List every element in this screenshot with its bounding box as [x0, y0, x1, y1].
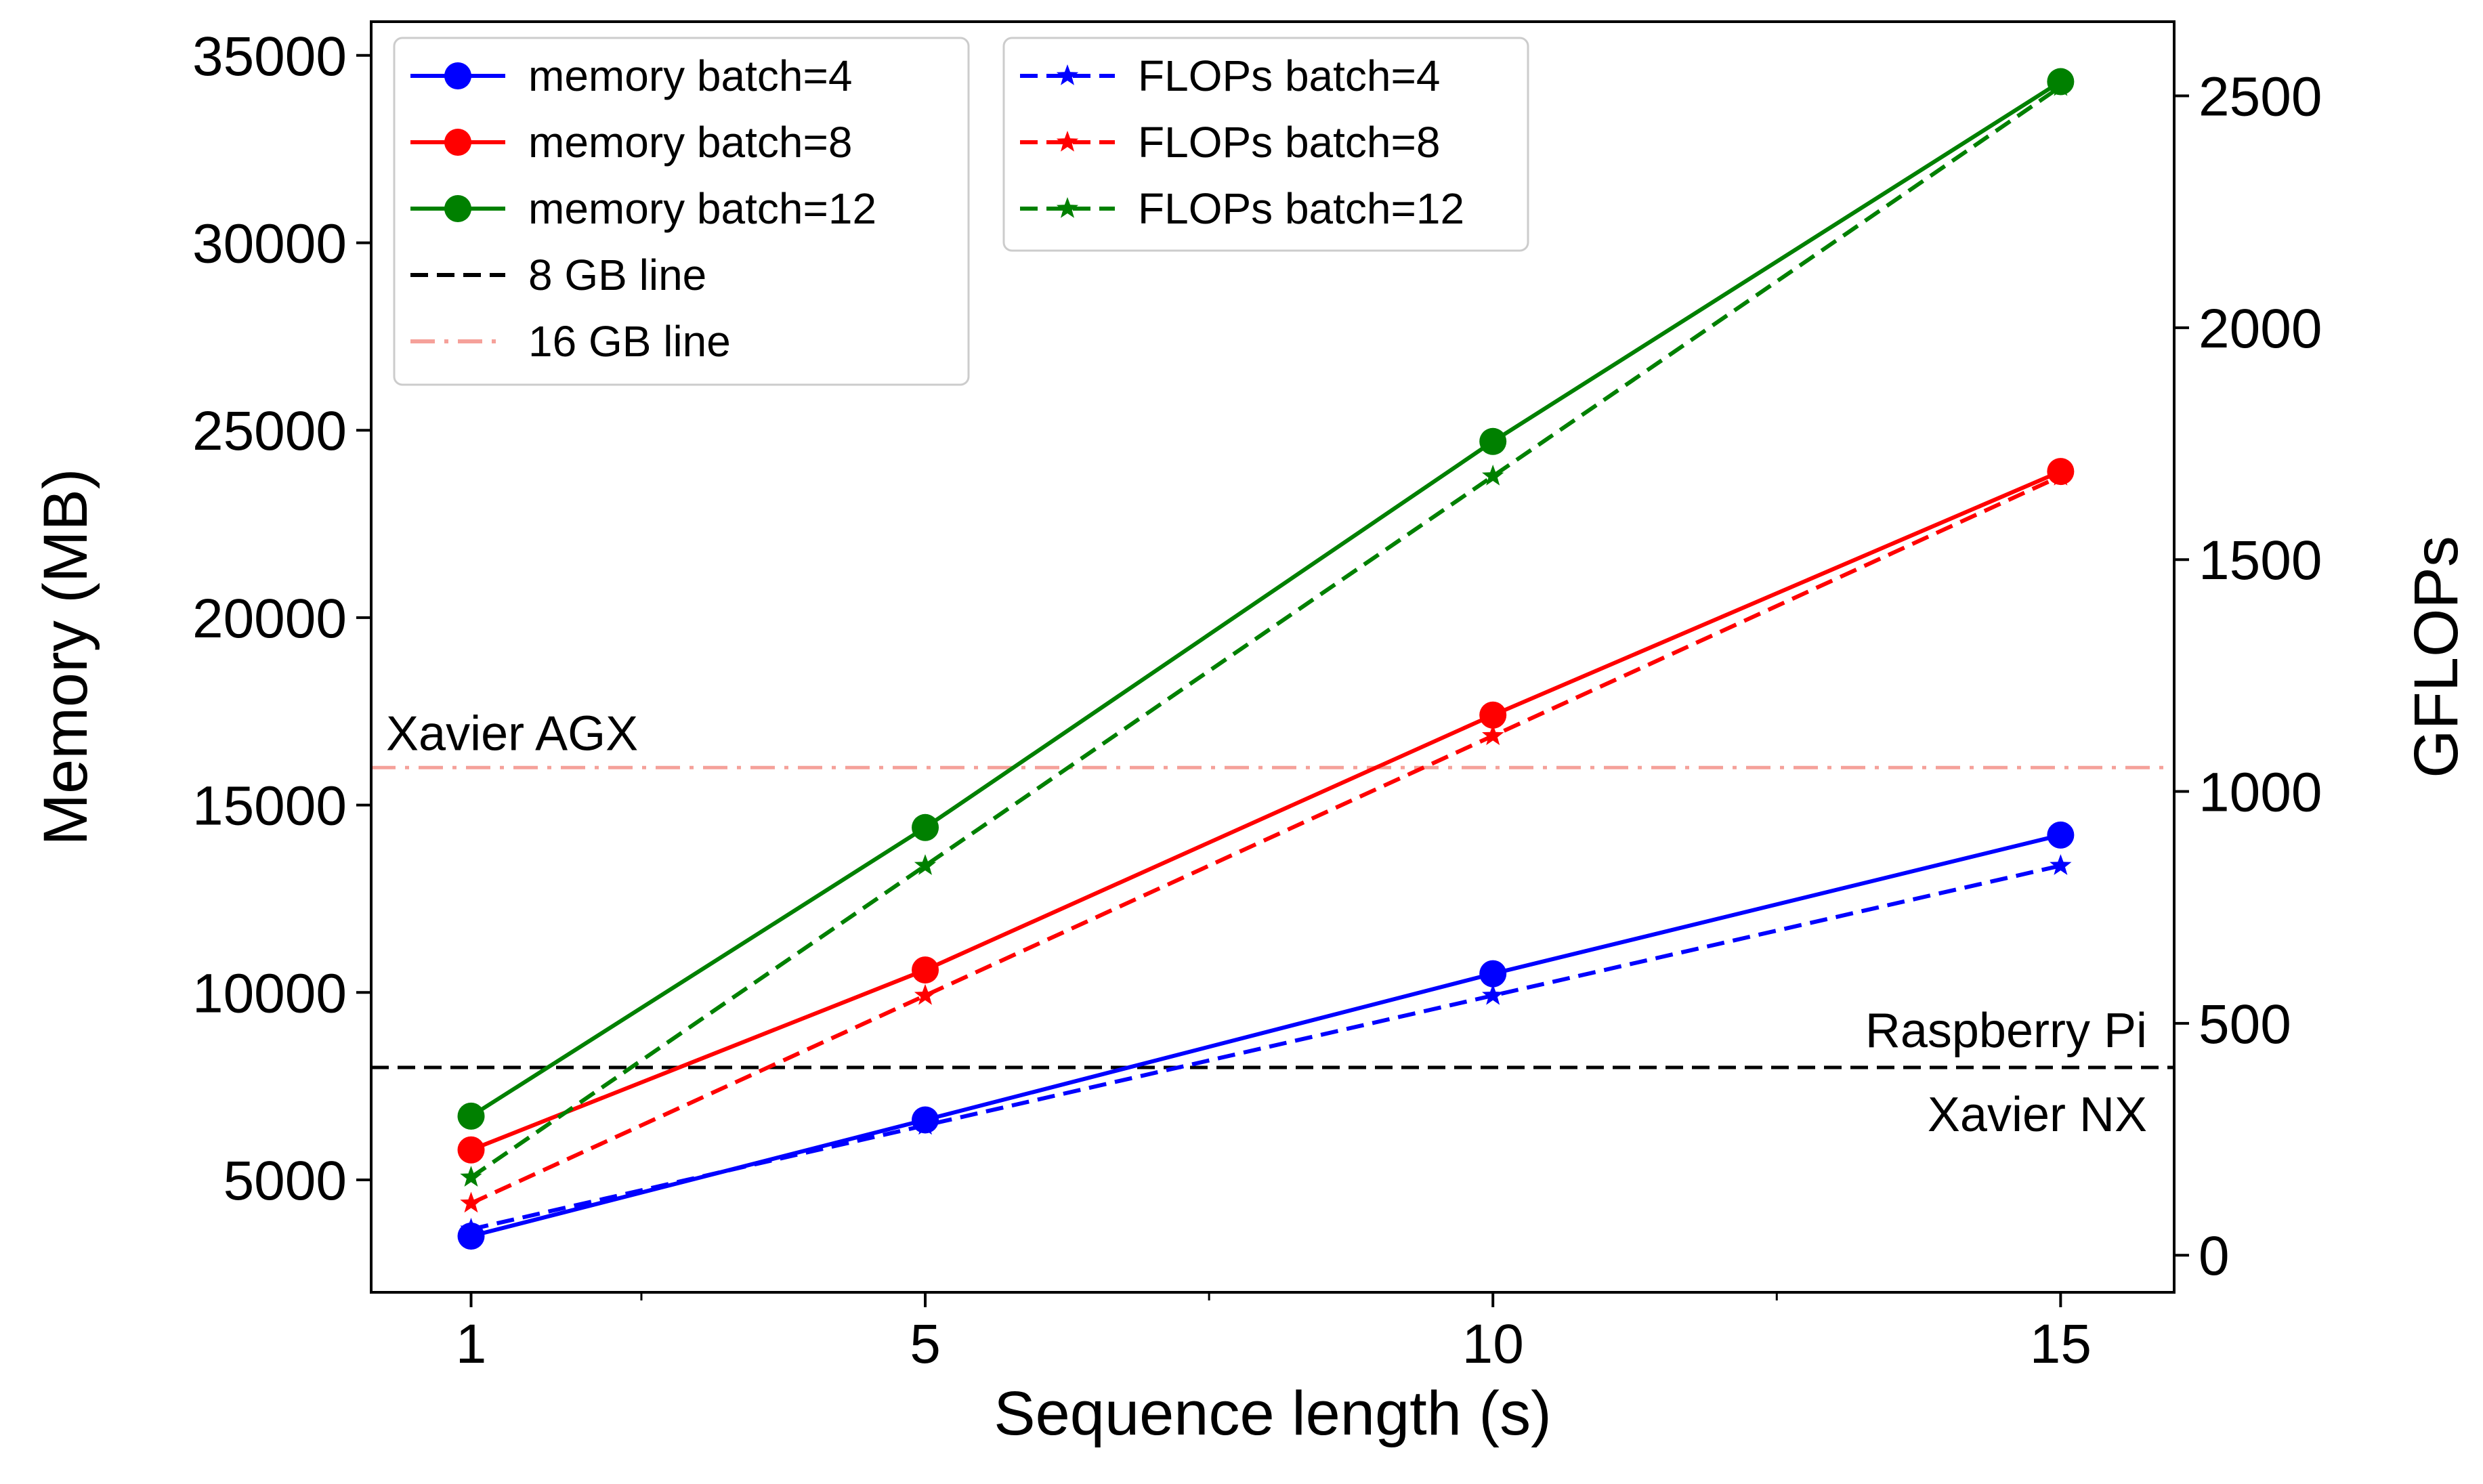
x-tick-label-1: 1: [456, 1313, 487, 1375]
right-y-tick-label-2000: 2000: [2199, 298, 2322, 360]
legend-marker-flops-batch-12: [1056, 197, 1079, 218]
legend-label-memory-batch-12: memory batch=12: [528, 184, 876, 233]
flops-series-flops-batch-12-point-10: [1482, 465, 1504, 486]
left-y-tick-label-25000: 25000: [192, 400, 347, 462]
flops-series-flops-batch-4-point-10: [1482, 983, 1504, 1005]
left-y-tick-label-20000: 20000: [192, 588, 347, 650]
flops-series-flops-batch-4-point-1: [460, 1217, 482, 1239]
left-y-tick-label-35000: 35000: [192, 26, 347, 87]
legend-marker-flops-batch-4: [1056, 64, 1079, 85]
x-tick-label-15: 15: [2030, 1313, 2092, 1375]
x-tick-label-10: 10: [1462, 1313, 1524, 1375]
flops-series-flops-batch-12-point-15: [2050, 75, 2072, 96]
flops-series-flops-batch-4-point-15: [2050, 854, 2072, 875]
left-y-tick-label-15000: 15000: [192, 776, 347, 837]
plot-frame: [370, 20, 2176, 1294]
legend-marker-flops-batch-8: [1056, 131, 1079, 152]
memory-series-memory-batch-4-point-10: [1479, 960, 1507, 988]
legend-label-flops-batch-4: FLOPs batch=4: [1138, 51, 1440, 100]
legend-marker-memory-batch-4: [444, 62, 471, 89]
memory-series-memory-batch-4-point-15: [2047, 821, 2075, 849]
right-y-tick-label-0: 0: [2199, 1225, 2230, 1287]
flops-series-flops-batch-8-point-15: [2050, 465, 2072, 486]
legend-marker-memory-batch-12: [444, 195, 471, 222]
legend-label-8-gb-line: 8 GB line: [528, 251, 706, 299]
memory-series-memory-batch-8-line: [470, 469, 2062, 1152]
legend-label-16-gb-line: 16 GB line: [528, 317, 731, 366]
memory-series-memory-batch-4-line: [470, 832, 2062, 1238]
flops-series-flops-batch-8-point-10: [1482, 724, 1504, 746]
flops-series-flops-batch-8-point-5: [914, 983, 937, 1005]
memory-series-memory-batch-12-point-1: [457, 1102, 485, 1130]
flops-series-flops-batch-8-point-1: [460, 1191, 482, 1213]
legend-memory-box: [393, 37, 970, 386]
legend-label-memory-batch-8: memory batch=8: [528, 118, 852, 167]
right-y-tick-label-1000: 1000: [2199, 762, 2322, 824]
left-y-tick-label-5000: 5000: [224, 1150, 347, 1212]
flops-series-flops-batch-8-line: [470, 474, 2062, 1206]
memory-series-memory-batch-8-point-5: [912, 956, 939, 984]
flops-series-flops-batch-4-line: [470, 864, 2062, 1231]
left-y-tick-label-30000: 30000: [192, 213, 347, 275]
flops-series-flops-batch-12-point-1: [460, 1166, 482, 1187]
right-y-tick-label-2500: 2500: [2199, 66, 2322, 128]
x-tick-label-5: 5: [910, 1313, 941, 1375]
annotation-raspberry-pi: Raspberry Pi: [1865, 1004, 2147, 1058]
memory-series-memory-batch-12-line: [469, 79, 2062, 1118]
annotation-xavier-nx: Xavier NX: [1928, 1088, 2147, 1142]
legend-label-memory-batch-4: memory batch=4: [528, 51, 852, 100]
flops-series-flops-batch-4-point-5: [914, 1114, 937, 1135]
memory-series-memory-batch-12-point-10: [1479, 427, 1507, 455]
legend-flops-box: [1002, 37, 1529, 252]
legend-marker-memory-batch-8: [444, 129, 471, 156]
left-y-tick-label-10000: 10000: [192, 962, 347, 1024]
right-y-axis-label: GFLOPs: [2402, 536, 2471, 778]
x-axis-label: Sequence length (s): [994, 1379, 1551, 1448]
memory-series-memory-batch-8-point-10: [1479, 701, 1507, 729]
legend-label-flops-batch-8: FLOPs batch=8: [1138, 118, 1440, 167]
right-y-tick-label-500: 500: [2199, 994, 2291, 1055]
memory-series-memory-batch-8-point-1: [457, 1136, 485, 1164]
left-y-axis-label: Memory (MB): [31, 468, 100, 845]
memory-series-memory-batch-12-point-5: [912, 813, 939, 841]
flops-series-flops-batch-12-point-5: [914, 854, 937, 875]
flops-series-flops-batch-12-line: [469, 85, 2062, 1179]
legend-label-flops-batch-12: FLOPs batch=12: [1138, 184, 1464, 233]
annotation-xavier-agx: Xavier AGX: [386, 706, 638, 761]
right-y-tick-label-1500: 1500: [2199, 530, 2322, 591]
